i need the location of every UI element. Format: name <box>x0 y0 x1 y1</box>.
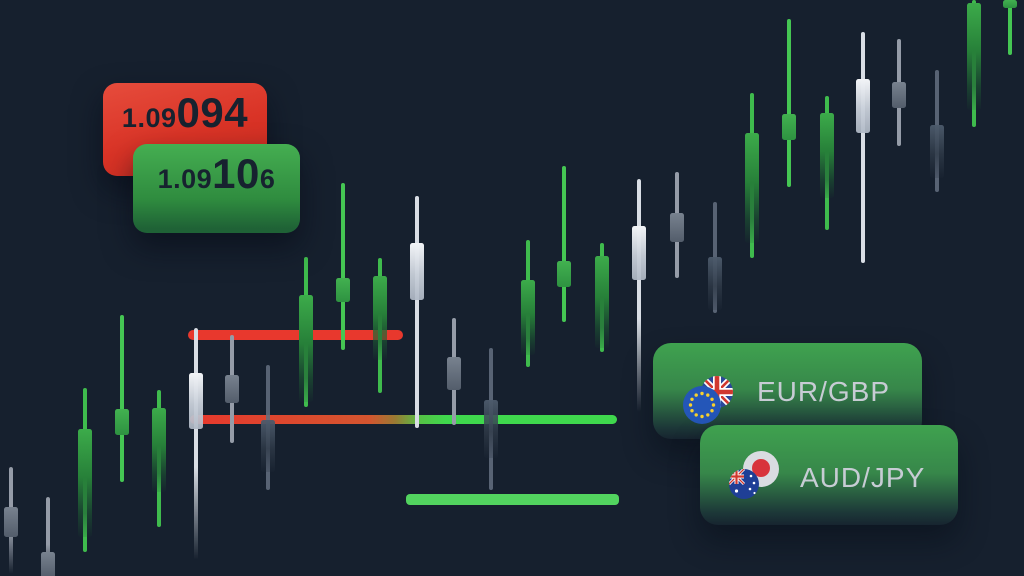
candle-wick <box>861 32 865 263</box>
candle-body <box>670 213 684 242</box>
candle-wick <box>194 328 198 560</box>
candle-body <box>595 256 609 348</box>
au-flag-icon <box>729 469 759 499</box>
candle-body <box>78 429 92 537</box>
support-lower-line <box>406 494 619 505</box>
candle-wick <box>120 315 124 482</box>
sell-price-pips: 094 <box>176 89 249 136</box>
buy-price-tag[interactable]: 1.09 10 6 <box>133 144 300 233</box>
pair-label-eurgbp: EUR/GBP <box>757 376 891 407</box>
candle-body <box>115 409 129 435</box>
candle-wick <box>562 166 566 322</box>
candle-body <box>632 226 646 280</box>
candle-body <box>1003 0 1017 8</box>
candle-body <box>557 261 571 287</box>
candle-wick <box>415 196 419 428</box>
pair-label-audjpy: AUD/JPY <box>800 462 926 493</box>
candle-body <box>892 82 906 108</box>
candle-body <box>41 552 55 576</box>
candle-body <box>930 125 944 178</box>
candle-wick <box>787 19 791 187</box>
buy-price-pips: 10 <box>212 150 260 197</box>
eu-flag-icon <box>683 386 721 424</box>
buy-price-suffix: 6 <box>259 164 276 194</box>
candle-body <box>373 276 387 360</box>
candle-body <box>745 133 759 243</box>
candle-wick <box>46 497 50 576</box>
candle-body <box>820 113 834 198</box>
buy-price-prefix: 1.09 <box>157 164 213 194</box>
candle-body <box>782 114 796 140</box>
mid-red-green-line <box>190 415 617 424</box>
candle-body <box>152 408 166 492</box>
candle-wick <box>341 183 345 350</box>
pair-badge-eurgbp[interactable]: EUR/GBP <box>653 343 922 439</box>
candle-body <box>521 280 535 355</box>
candle-body <box>299 295 313 402</box>
candle-body <box>484 400 498 458</box>
candle-wick <box>1008 0 1012 55</box>
candle-body <box>4 507 18 537</box>
candle-body <box>336 278 350 302</box>
candle-body <box>225 375 239 403</box>
candle-wick <box>637 179 641 412</box>
candle-body <box>261 420 275 472</box>
candle-body <box>189 373 203 429</box>
sell-price-prefix: 1.09 <box>121 103 177 133</box>
candle-body <box>410 243 424 300</box>
pair-badge-audjpy[interactable]: AUD/JPY <box>700 425 958 525</box>
candle-body <box>708 257 722 310</box>
candle-body <box>856 79 870 133</box>
candle-body <box>967 3 981 110</box>
resistance-upper-line <box>188 330 403 340</box>
candle-body <box>447 357 461 390</box>
